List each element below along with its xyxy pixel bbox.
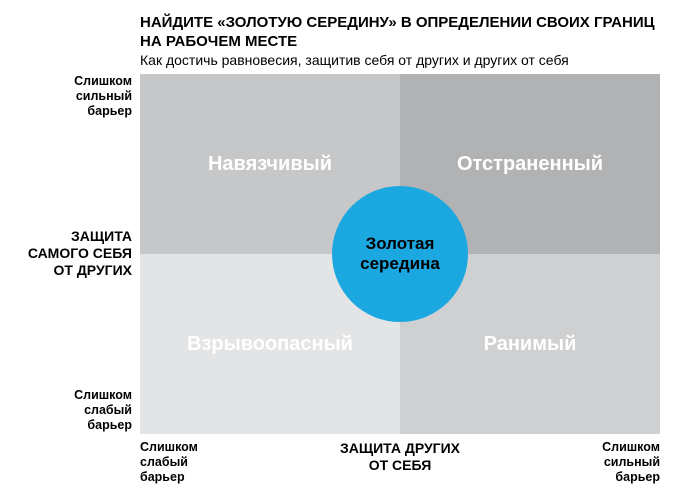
y-axis-top-label: Слишкомсильныйбарьер	[0, 74, 132, 122]
diagram-root: НАЙДИТЕ «ЗОЛОТУЮ СЕРЕДИНУ» В ОПРЕДЕЛЕНИИ…	[0, 0, 686, 500]
y-axis-mid-label: ЗАЩИТАСАМОГО СЕБЯОТ ДРУГИХ	[0, 228, 132, 282]
page-title: НАЙДИТЕ «ЗОЛОТУЮ СЕРЕДИНУ» В ОПРЕДЕЛЕНИИ…	[140, 14, 660, 52]
quadrant-label-bl: Взрывоопасный	[187, 333, 353, 356]
quadrant-label-tl: Навязчивый	[208, 153, 332, 176]
page-subtitle: Как достичь равновесия, защитив себя от …	[140, 52, 660, 68]
quadrant-label-br: Ранимый	[484, 333, 577, 356]
center-circle: Золотая середина	[332, 186, 468, 322]
center-label-line1: Золотая	[366, 234, 435, 253]
y-axis-bottom-label: Слишкомслабыйбарьер	[0, 388, 132, 436]
x-axis-left-label: Слишкомслабыйбарьер	[140, 440, 270, 488]
center-label-line2: середина	[360, 254, 440, 273]
quadrant-label-tr: Отстраненный	[457, 153, 603, 176]
x-axis-right-label: Слишкомсильныйбарьер	[530, 440, 660, 488]
center-label: Золотая середина	[360, 234, 440, 275]
x-axis-mid-label: ЗАЩИТА ДРУГИХОТ СЕБЯ	[300, 440, 500, 480]
quadrant-grid: Навязчивый Отстраненный Взрывоопасный Ра…	[140, 74, 660, 434]
